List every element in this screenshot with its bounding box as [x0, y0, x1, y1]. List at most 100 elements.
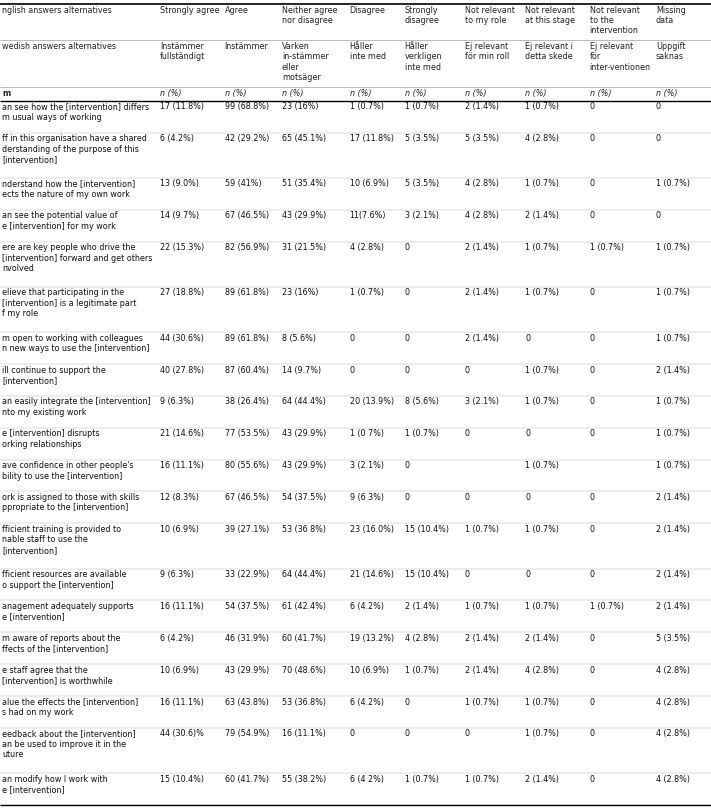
- Text: 60 (41.7%): 60 (41.7%): [282, 634, 326, 643]
- Text: ere are key people who drive the
[intervention] forward and get others
nvolved: ere are key people who drive the [interv…: [2, 244, 152, 273]
- Text: 3 (2.1%): 3 (2.1%): [405, 211, 439, 220]
- Text: Instämmer: Instämmer: [225, 42, 269, 51]
- Text: 2 (1.4%): 2 (1.4%): [656, 493, 690, 502]
- Text: 4 (2.8%): 4 (2.8%): [656, 730, 690, 739]
- Text: n (%): n (%): [589, 89, 611, 98]
- Text: 39 (27.1%): 39 (27.1%): [225, 525, 269, 534]
- Text: 1 (0.7%): 1 (0.7%): [405, 666, 439, 675]
- Text: anagement adequately supports
e [intervention]: anagement adequately supports e [interve…: [2, 602, 134, 621]
- Text: 43 (29.9%): 43 (29.9%): [282, 430, 326, 438]
- Text: 4 (2.8%): 4 (2.8%): [465, 180, 499, 188]
- Text: 1 (0 7%): 1 (0 7%): [350, 430, 383, 438]
- Text: 0: 0: [350, 730, 355, 739]
- Text: 1 (0.7%): 1 (0.7%): [525, 602, 559, 611]
- Text: ork is assigned to those with skills
ppropriate to the [intervention]: ork is assigned to those with skills ppr…: [2, 493, 139, 512]
- Text: 61 (42.4%): 61 (42.4%): [282, 602, 326, 611]
- Text: 0: 0: [589, 134, 594, 143]
- Text: 4 (2.8%): 4 (2.8%): [656, 697, 690, 706]
- Text: 3 (2.1%): 3 (2.1%): [465, 397, 499, 406]
- Text: m open to working with colleagues
n new ways to use the [intervention]: m open to working with colleagues n new …: [2, 333, 149, 353]
- Text: 0: 0: [405, 697, 410, 706]
- Text: 8 (5.6%): 8 (5.6%): [405, 397, 439, 406]
- Text: 0: 0: [589, 180, 594, 188]
- Text: 89 (61.8%): 89 (61.8%): [225, 333, 269, 343]
- Text: 0: 0: [656, 211, 661, 220]
- Text: 1 (0.7%): 1 (0.7%): [525, 244, 559, 252]
- Text: 0: 0: [589, 775, 594, 784]
- Text: Not relevant
to my role: Not relevant to my role: [465, 6, 515, 25]
- Text: 46 (31.9%): 46 (31.9%): [225, 634, 269, 643]
- Text: 31 (21.5%): 31 (21.5%): [282, 244, 326, 252]
- Text: 0: 0: [589, 366, 594, 375]
- Text: 0: 0: [405, 244, 410, 252]
- Text: Strongly
disagree: Strongly disagree: [405, 6, 439, 25]
- Text: 14 (9.7%): 14 (9.7%): [160, 211, 199, 220]
- Text: 77 (53.5%): 77 (53.5%): [225, 430, 269, 438]
- Text: Missing
data: Missing data: [656, 6, 685, 25]
- Text: 0: 0: [525, 430, 530, 438]
- Text: 2 (1.4%): 2 (1.4%): [525, 634, 559, 643]
- Text: 0: 0: [589, 430, 594, 438]
- Text: Ej relevant
för min roll: Ej relevant för min roll: [465, 42, 509, 61]
- Text: 1 (0.7%): 1 (0.7%): [525, 103, 559, 112]
- Text: Håller
inte med: Håller inte med: [350, 42, 385, 61]
- Text: 1 (0.7%): 1 (0.7%): [525, 366, 559, 375]
- Text: n (%): n (%): [282, 89, 304, 98]
- Text: 1 (0.7%): 1 (0.7%): [656, 244, 690, 252]
- Text: 2 (1.4%): 2 (1.4%): [465, 666, 499, 675]
- Text: 0: 0: [350, 333, 355, 343]
- Text: 23 (16.0%): 23 (16.0%): [350, 525, 394, 534]
- Text: 9 (6.3%): 9 (6.3%): [160, 397, 194, 406]
- Text: 20 (13.9%): 20 (13.9%): [350, 397, 394, 406]
- Text: elieve that participating in the
[intervention] is a legitimate part
f my role: elieve that participating in the [interv…: [2, 289, 137, 318]
- Text: 6 (4.2%): 6 (4.2%): [350, 697, 383, 706]
- Text: 0: 0: [405, 366, 410, 375]
- Text: 17 (11.8%): 17 (11.8%): [160, 103, 204, 112]
- Text: 2 (1.4%): 2 (1.4%): [525, 775, 559, 784]
- Text: Instämmer
fullständigt: Instämmer fullständigt: [160, 42, 205, 61]
- Text: 3 (2.1%): 3 (2.1%): [350, 461, 383, 470]
- Text: 9 (6.3%): 9 (6.3%): [160, 570, 194, 579]
- Text: 79 (54.9%): 79 (54.9%): [225, 730, 269, 739]
- Text: 0: 0: [465, 430, 470, 438]
- Text: 87 (60.4%): 87 (60.4%): [225, 366, 269, 375]
- Text: 0: 0: [589, 397, 594, 406]
- Text: 9 (6 3%): 9 (6 3%): [350, 493, 383, 502]
- Text: 0: 0: [350, 366, 355, 375]
- Text: 19 (13.2%): 19 (13.2%): [350, 634, 394, 643]
- Text: 1 (0.7%): 1 (0.7%): [405, 775, 439, 784]
- Text: 1 (0.7%): 1 (0.7%): [405, 103, 439, 112]
- Text: 0: 0: [656, 103, 661, 112]
- Text: an modify how I work with
e [intervention]: an modify how I work with e [interventio…: [2, 775, 108, 794]
- Text: 89 (61.8%): 89 (61.8%): [225, 289, 269, 298]
- Text: 16 (11.1%): 16 (11.1%): [282, 730, 326, 739]
- Text: 70 (48.6%): 70 (48.6%): [282, 666, 326, 675]
- Text: 4 (2.8%): 4 (2.8%): [465, 211, 499, 220]
- Text: 1 (0.7%): 1 (0.7%): [656, 333, 690, 343]
- Text: 21 (14.6%): 21 (14.6%): [350, 570, 394, 579]
- Text: 2 (1.4%): 2 (1.4%): [525, 211, 559, 220]
- Text: 0: 0: [656, 134, 661, 143]
- Text: 1 (0.7%): 1 (0.7%): [525, 697, 559, 706]
- Text: 64 (44.4%): 64 (44.4%): [282, 397, 326, 406]
- Text: ave confidence in other people's
bility to use the [intervention]: ave confidence in other people's bility …: [2, 461, 134, 481]
- Text: e [intervention] disrupts
orking relationships: e [intervention] disrupts orking relatio…: [2, 430, 100, 449]
- Text: 80 (55.6%): 80 (55.6%): [225, 461, 269, 470]
- Text: 38 (26.4%): 38 (26.4%): [225, 397, 269, 406]
- Text: Not relevant
at this stage: Not relevant at this stage: [525, 6, 575, 25]
- Text: 54 (37.5%): 54 (37.5%): [282, 493, 326, 502]
- Text: 65 (45.1%): 65 (45.1%): [282, 134, 326, 143]
- Text: 1 (0.7%): 1 (0.7%): [525, 180, 559, 188]
- Text: n (%): n (%): [405, 89, 426, 98]
- Text: 43 (29.9%): 43 (29.9%): [282, 461, 326, 470]
- Text: 2 (1.4%): 2 (1.4%): [465, 103, 499, 112]
- Text: Not relevant
to the
intervention: Not relevant to the intervention: [589, 6, 640, 36]
- Text: 10 (6.9%): 10 (6.9%): [160, 525, 199, 534]
- Text: fficient training is provided to
nable staff to use the
[intervention]: fficient training is provided to nable s…: [2, 525, 122, 555]
- Text: 0: 0: [589, 103, 594, 112]
- Text: 1 (0.7%): 1 (0.7%): [525, 397, 559, 406]
- Text: 23 (16%): 23 (16%): [282, 289, 319, 298]
- Text: n (%): n (%): [160, 89, 181, 98]
- Text: 6 (4.2%): 6 (4.2%): [160, 134, 194, 143]
- Text: 0: 0: [525, 570, 530, 579]
